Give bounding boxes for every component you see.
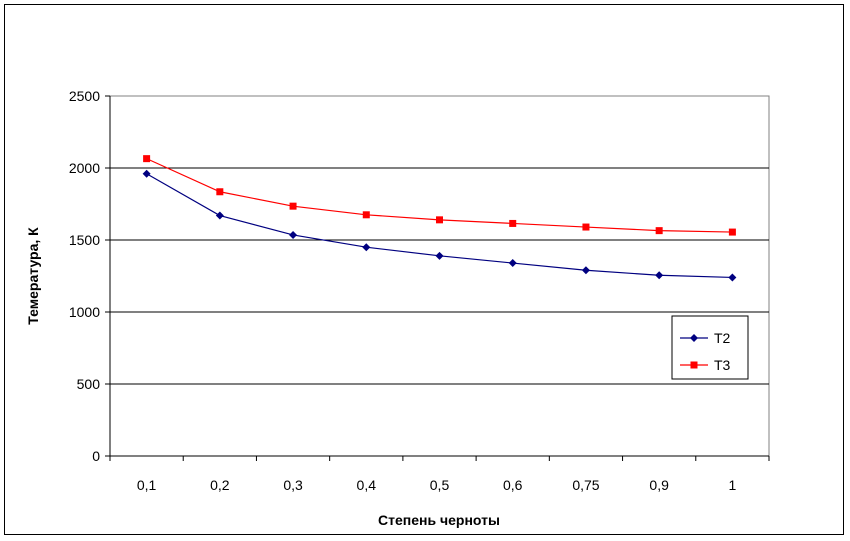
data-point-t2	[435, 251, 444, 260]
y-tick-label: 2000	[69, 160, 100, 176]
data-point-t2	[142, 169, 151, 178]
gridlines	[110, 167, 769, 385]
legend-marker	[690, 361, 698, 369]
data-point-t3	[655, 227, 663, 235]
data-point-t2	[289, 230, 298, 239]
data-point-t2	[508, 259, 517, 268]
y-tick-label: 500	[77, 376, 101, 392]
x-tick-label: 1	[728, 477, 736, 493]
data-point-t2	[215, 211, 224, 220]
series-t3	[143, 155, 736, 236]
data-point-t3	[509, 219, 517, 227]
data-point-t3	[728, 228, 736, 236]
axes: 0 500 1000 1500 2000 2500 0,1 0,2 0,3 0,4 0,5 0,6 0,…	[69, 88, 770, 493]
data-point-t2	[655, 271, 664, 280]
x-tick-label: 0,5	[430, 477, 450, 493]
y-tick-label: 1500	[69, 232, 100, 248]
series-layer	[142, 155, 737, 282]
data-point-t3	[362, 211, 370, 219]
x-tick-label: 0,2	[210, 477, 230, 493]
data-point-t2	[581, 266, 590, 275]
data-point-t3	[216, 188, 224, 196]
legend-label: T3	[714, 357, 731, 373]
y-tick-label: 0	[92, 448, 100, 464]
data-point-t2	[362, 243, 371, 252]
y-tick-label: 1000	[69, 304, 100, 320]
x-tick-label: 0,1	[137, 477, 157, 493]
x-tick-label: 0,4	[357, 477, 377, 493]
x-tick-label: 0,6	[503, 477, 523, 493]
data-point-t3	[582, 223, 590, 231]
y-tick-label: 2500	[69, 88, 100, 104]
x-tick-label: 0,3	[283, 477, 303, 493]
data-point-t3	[289, 202, 297, 210]
legend-label: T2	[714, 330, 731, 346]
x-tick-label: 0,75	[572, 477, 599, 493]
y-axis-title: Темература, К	[25, 227, 41, 325]
series-t2	[142, 169, 737, 282]
x-tick-label: 0,9	[649, 477, 669, 493]
legend-marker	[690, 334, 698, 342]
legend: T2 T3	[671, 315, 749, 380]
x-axis-title: Степень черноты	[378, 512, 500, 528]
data-point-t3	[143, 155, 151, 163]
data-point-t3	[436, 216, 443, 224]
data-point-t2	[728, 273, 737, 282]
legend-box	[671, 315, 749, 380]
